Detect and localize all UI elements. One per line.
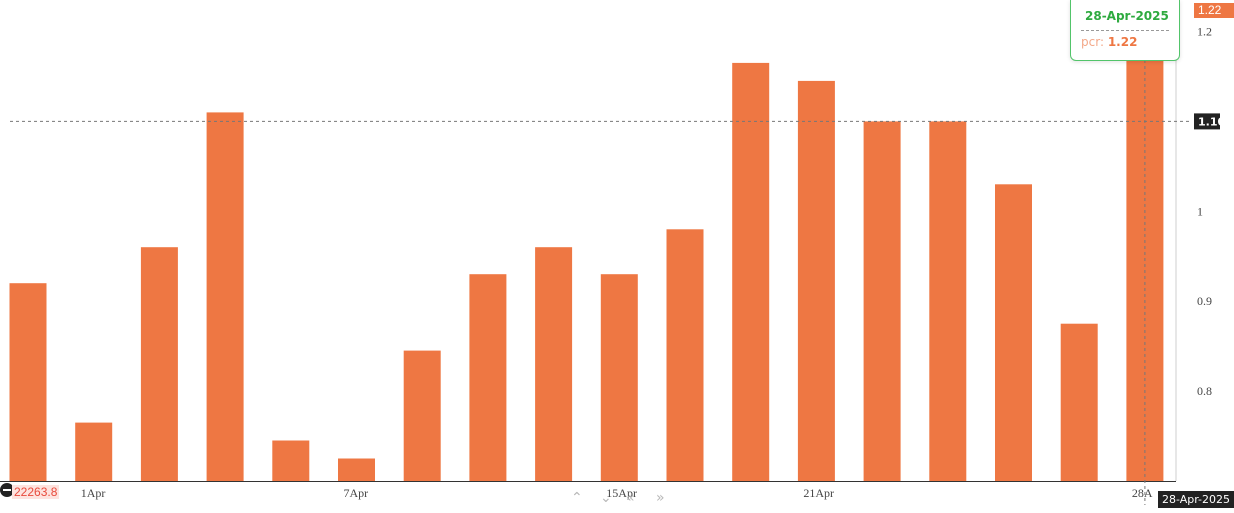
tooltip-date: 28-Apr-2025 — [1085, 9, 1169, 23]
tooltip-separator — [1081, 30, 1169, 31]
bar-4[interactable] — [272, 440, 310, 482]
y-tick-labels: 0.80.911.11.2 — [1197, 25, 1212, 399]
tooltip: 28-Apr-2025 pcr: 1.22 — [1070, 0, 1180, 61]
x-tick-label: 21Apr — [803, 486, 834, 500]
bar-7[interactable] — [469, 274, 507, 481]
bar-11[interactable] — [732, 62, 770, 482]
bar-16[interactable] — [1060, 323, 1098, 481]
y-tick-label: 0.9 — [1197, 294, 1212, 308]
last-value-tag: 1.22 — [1198, 3, 1222, 17]
crosshair-y-tag: 1.10 — [1198, 115, 1225, 128]
bar-2[interactable] — [140, 247, 178, 481]
x-tick-label: 28A — [1132, 486, 1153, 500]
minus-circle-icon[interactable] — [0, 483, 14, 497]
left-value-tag: 22263.8 — [12, 485, 60, 499]
scroll-back-icon[interactable]: « — [626, 490, 635, 506]
bar-8[interactable] — [535, 247, 573, 481]
bar-15[interactable] — [995, 184, 1032, 482]
scroll-forward-icon[interactable]: » — [656, 490, 665, 506]
bar-13[interactable] — [863, 121, 901, 482]
last-value-tag-bg — [1194, 3, 1234, 18]
bar-3[interactable] — [206, 112, 244, 482]
crosshair-y-tag-bg — [1194, 113, 1220, 130]
scroll-up-icon[interactable]: ⌃ — [571, 490, 583, 506]
y-tick-label: 0.8 — [1197, 384, 1212, 398]
y-tick-label: 1 — [1197, 204, 1203, 218]
x-tick-label: 15Apr — [606, 486, 637, 500]
bar-12[interactable] — [797, 80, 835, 482]
bar-10[interactable] — [666, 229, 704, 481]
x-tick-label: 7Apr — [344, 486, 369, 500]
tooltip-value: 1.22 — [1107, 35, 1138, 49]
bar-14[interactable] — [929, 121, 967, 482]
y-tick-label: 1.2 — [1197, 25, 1212, 39]
bar-5[interactable] — [338, 458, 375, 482]
x-tick-labels: 1Apr 7Apr 15Apr 21Apr 28A — [81, 486, 1153, 500]
bar-0[interactable] — [9, 283, 47, 481]
bar-6[interactable] — [403, 350, 441, 481]
y-axis-tags: 1.10 1.22 — [1194, 3, 1234, 130]
crosshair-x-label: 28-Apr-2025 — [1157, 491, 1234, 508]
tooltip-row: pcr: 1.22 — [1081, 35, 1137, 49]
tooltip-series-label: pcr: — [1081, 35, 1104, 49]
scroll-down-icon[interactable]: ⌄ — [600, 490, 612, 506]
bar-1[interactable] — [75, 422, 113, 481]
x-tick-label: 1Apr — [81, 486, 106, 500]
bar-9[interactable] — [600, 274, 638, 481]
bars-group — [9, 0, 1164, 482]
